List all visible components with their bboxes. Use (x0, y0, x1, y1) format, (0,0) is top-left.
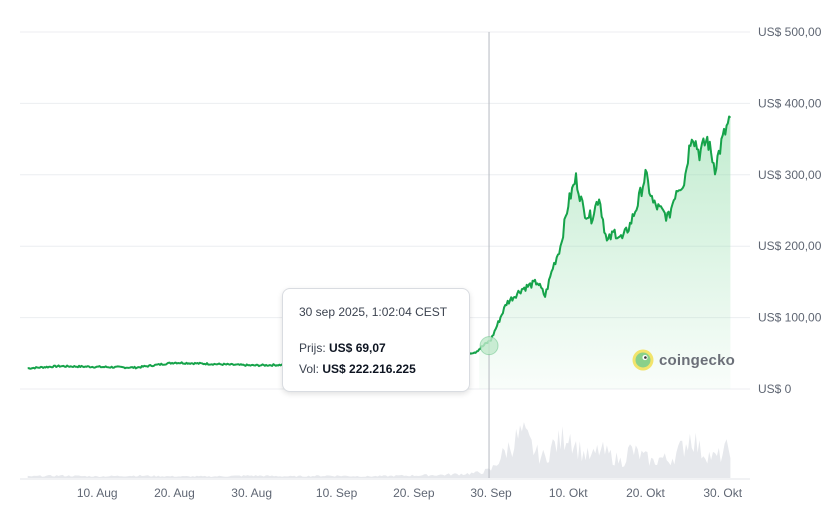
price-tooltip: 30 sep 2025, 1:02:04 CEST Prijs: US$ 69,… (282, 288, 470, 392)
x-tick-label: 20. Okt (626, 486, 665, 500)
price-area-fill (479, 116, 731, 389)
y-tick-label: US$ 0 (758, 382, 792, 396)
x-tick-label: 10. Sep (316, 486, 358, 500)
watermark-text: coingecko (659, 351, 735, 369)
tooltip-volume-label: Vol: (299, 362, 320, 376)
price-area (479, 116, 731, 389)
volume-area (20, 422, 750, 480)
tooltip-price-row: Prijs: US$ 69,07 (299, 341, 453, 355)
coingecko-watermark: coingecko (632, 349, 735, 371)
volume-area-fill (27, 422, 731, 478)
y-tick-label: US$ 300,00 (758, 168, 822, 182)
x-tick-label: 30. Sep (470, 486, 512, 500)
tooltip-price-value: US$ 69,07 (329, 341, 386, 355)
tooltip-volume-row: Vol: US$ 222.216.225 (299, 362, 453, 376)
x-tick-label: 30. Aug (231, 486, 272, 500)
y-tick-label: US$ 500,00 (758, 25, 822, 39)
tooltip-price-label: Prijs: (299, 341, 326, 355)
tooltip-date: 30 sep 2025, 1:02:04 CEST (299, 305, 448, 319)
hover-point[interactable] (479, 336, 499, 356)
gecko-logo-icon (632, 349, 654, 371)
x-tick-label: 10. Okt (549, 486, 588, 500)
x-axis: 10. Aug 20. Aug 30. Aug 10. Sep 20. Sep 30. S… (77, 486, 743, 500)
y-tick-label: US$ 400,00 (758, 96, 822, 110)
x-tick-label: 20. Aug (154, 486, 195, 500)
x-tick-label: 20. Sep (393, 486, 435, 500)
x-tick-label: 10. Aug (77, 486, 118, 500)
y-tick-label: US$ 100,00 (758, 311, 822, 325)
y-tick-label: US$ 200,00 (758, 239, 822, 253)
x-tick-label: 30. Okt (703, 486, 742, 500)
tooltip-volume-value: US$ 222.216.225 (322, 362, 416, 376)
y-axis: US$ 500,00 US$ 400,00 US$ 300,00 US$ 200,00… (758, 25, 822, 396)
